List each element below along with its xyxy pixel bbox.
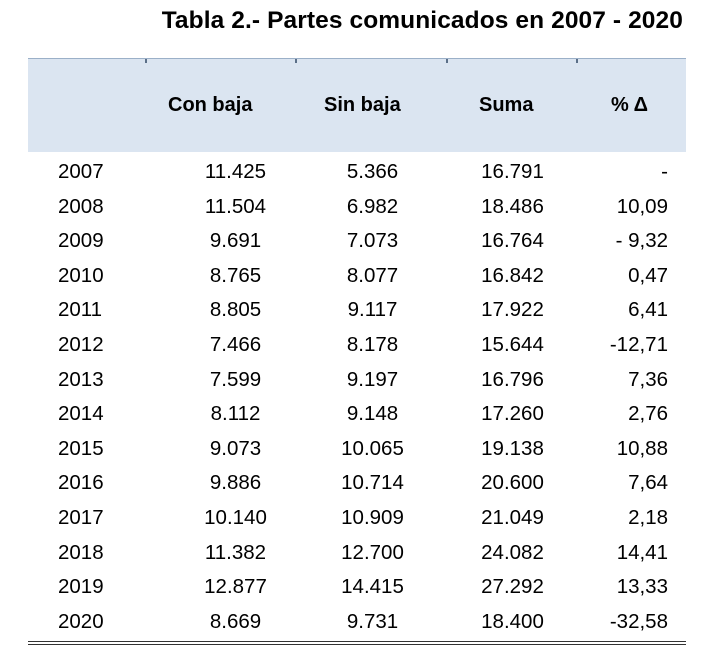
cell-suma: 20.600 <box>481 471 544 495</box>
table-row: 2014 8.112 9.148 17.260 2,76 <box>28 397 686 432</box>
cell-year: 2018 <box>58 540 104 564</box>
cell-pct-change: 10,09 <box>616 194 668 218</box>
cell-suma: 18.486 <box>481 194 544 218</box>
table-row: 2011 8.805 9.117 17.922 6,41 <box>28 293 686 328</box>
cell-pct-change: 2,76 <box>628 402 668 426</box>
table-row: 2017 10.140 10.909 21.049 2,18 <box>28 501 686 536</box>
cell-suma: 18.400 <box>481 609 544 633</box>
cell-suma: 24.082 <box>481 540 544 564</box>
cell-year: 2010 <box>58 263 104 287</box>
table-row: 2007 11.425 5.366 16.791 - <box>28 155 686 190</box>
cell-sin-baja: 10.909 <box>341 505 404 529</box>
cell-pct-change: 7,36 <box>628 367 668 391</box>
cell-year: 2009 <box>58 229 104 253</box>
table-header: Con baja Sin baja Suma % Δ <box>28 58 686 152</box>
cell-sin-baja: 7.073 <box>346 229 399 253</box>
cell-pct-change: - 9,32 <box>615 229 668 253</box>
cell-sin-baja: 9.197 <box>346 367 399 391</box>
table-row: 2020 8.669 9.731 18.400 -32,58 <box>28 605 686 640</box>
cell-con-baja: 8.669 <box>209 609 262 633</box>
column-header-sin-baja: Sin baja <box>324 94 401 116</box>
header-tick <box>295 59 297 63</box>
cell-year: 2013 <box>58 367 104 391</box>
cell-con-baja: 9.691 <box>209 229 262 253</box>
cell-sin-baja: 6.982 <box>346 194 399 218</box>
cell-suma: 16.796 <box>481 367 544 391</box>
table-row: 2009 9.691 7.073 16.764 - 9,32 <box>28 224 686 259</box>
cell-year: 2011 <box>58 298 103 322</box>
cell-suma: 17.922 <box>481 298 544 322</box>
cell-sin-baja: 9.117 <box>347 298 398 322</box>
cell-year: 2014 <box>58 402 104 426</box>
cell-con-baja: 7.466 <box>209 332 262 356</box>
cell-con-baja: 11.504 <box>204 194 267 218</box>
table-body: 2007 11.425 5.366 16.791 - 2008 11.504 6.982 18.… <box>28 152 686 639</box>
table-row: 2008 11.504 6.982 18.486 10,09 <box>28 190 686 225</box>
cell-sin-baja: 14.415 <box>341 575 404 599</box>
cell-suma: 16.791 <box>481 160 544 183</box>
cell-con-baja: 10.140 <box>204 505 267 529</box>
cell-pct-change: - <box>661 160 668 183</box>
table-row: 2016 9.886 10.714 20.600 7,64 <box>28 466 686 501</box>
cell-con-baja: 8.112 <box>210 402 261 426</box>
cell-suma: 16.842 <box>481 263 544 287</box>
column-header-suma: Suma <box>479 94 534 116</box>
cell-sin-baja: 9.148 <box>346 402 399 426</box>
cell-pct-change: -12,71 <box>609 332 668 356</box>
table-row: 2018 11.382 12.700 24.082 14,41 <box>28 536 686 571</box>
column-header-con-baja: Con baja <box>168 94 253 116</box>
cell-year: 2020 <box>58 609 104 633</box>
cell-con-baja: 11.425 <box>204 160 267 183</box>
table-title: Tabla 2.- Partes comunicados en 2007 - 2… <box>161 7 683 34</box>
header-tick <box>446 59 448 63</box>
cell-pct-change: 6,41 <box>628 298 668 322</box>
cell-year: 2008 <box>58 194 104 218</box>
cell-year: 2015 <box>58 436 104 460</box>
cell-sin-baja: 8.077 <box>346 263 399 287</box>
cell-sin-baja: 8.178 <box>346 332 399 356</box>
table-row: 2019 12.877 14.415 27.292 13,33 <box>28 570 686 605</box>
cell-pct-change: 2,18 <box>628 505 668 529</box>
cell-sin-baja: 10.065 <box>341 436 404 460</box>
cell-con-baja: 11.382 <box>204 540 267 564</box>
cell-pct-change: -32,58 <box>609 609 668 633</box>
cell-pct-change: 14,41 <box>616 540 668 564</box>
cell-con-baja: 12.877 <box>204 575 267 599</box>
cell-year: 2007 <box>58 160 104 183</box>
cell-suma: 16.764 <box>481 229 544 253</box>
cell-suma: 15.644 <box>481 332 544 356</box>
cell-sin-baja: 12.700 <box>341 540 404 564</box>
table-row: 2015 9.073 10.065 19.138 10,88 <box>28 432 686 467</box>
cell-pct-change: 10,88 <box>616 436 668 460</box>
table-row: 2013 7.599 9.197 16.796 7,36 <box>28 363 686 398</box>
cell-sin-baja: 9.731 <box>346 609 399 633</box>
column-header-pct-change: % Δ <box>611 94 648 116</box>
cell-year: 2016 <box>58 471 104 495</box>
cell-sin-baja: 10.714 <box>341 471 404 495</box>
data-table: Con baja Sin baja Suma % Δ 2007 11.425 5.3… <box>28 58 686 646</box>
header-tick <box>576 59 578 63</box>
cell-suma: 21.049 <box>481 505 544 529</box>
table-bottom-rule <box>28 641 686 643</box>
cell-suma: 19.138 <box>481 436 544 460</box>
cell-pct-change: 13,33 <box>616 575 668 599</box>
cell-suma: 17.260 <box>481 402 544 426</box>
cell-year: 2019 <box>58 575 104 599</box>
cell-con-baja: 9.073 <box>209 436 262 460</box>
cell-sin-baja: 5.366 <box>346 160 399 183</box>
cell-pct-change: 7,64 <box>628 471 668 495</box>
cell-year: 2017 <box>58 505 104 529</box>
cell-year: 2012 <box>58 332 104 356</box>
cell-con-baja: 7.599 <box>209 367 262 391</box>
header-tick <box>145 59 147 63</box>
cell-con-baja: 9.886 <box>209 471 262 495</box>
cell-pct-change: 0,47 <box>628 263 668 287</box>
table-row: 2010 8.765 8.077 16.842 0,47 <box>28 259 686 294</box>
cell-con-baja: 8.805 <box>209 298 262 322</box>
cell-con-baja: 8.765 <box>209 263 262 287</box>
cell-suma: 27.292 <box>481 575 544 599</box>
table-bottom-rule-double <box>28 644 686 646</box>
table-row: 2012 7.466 8.178 15.644 -12,71 <box>28 328 686 363</box>
